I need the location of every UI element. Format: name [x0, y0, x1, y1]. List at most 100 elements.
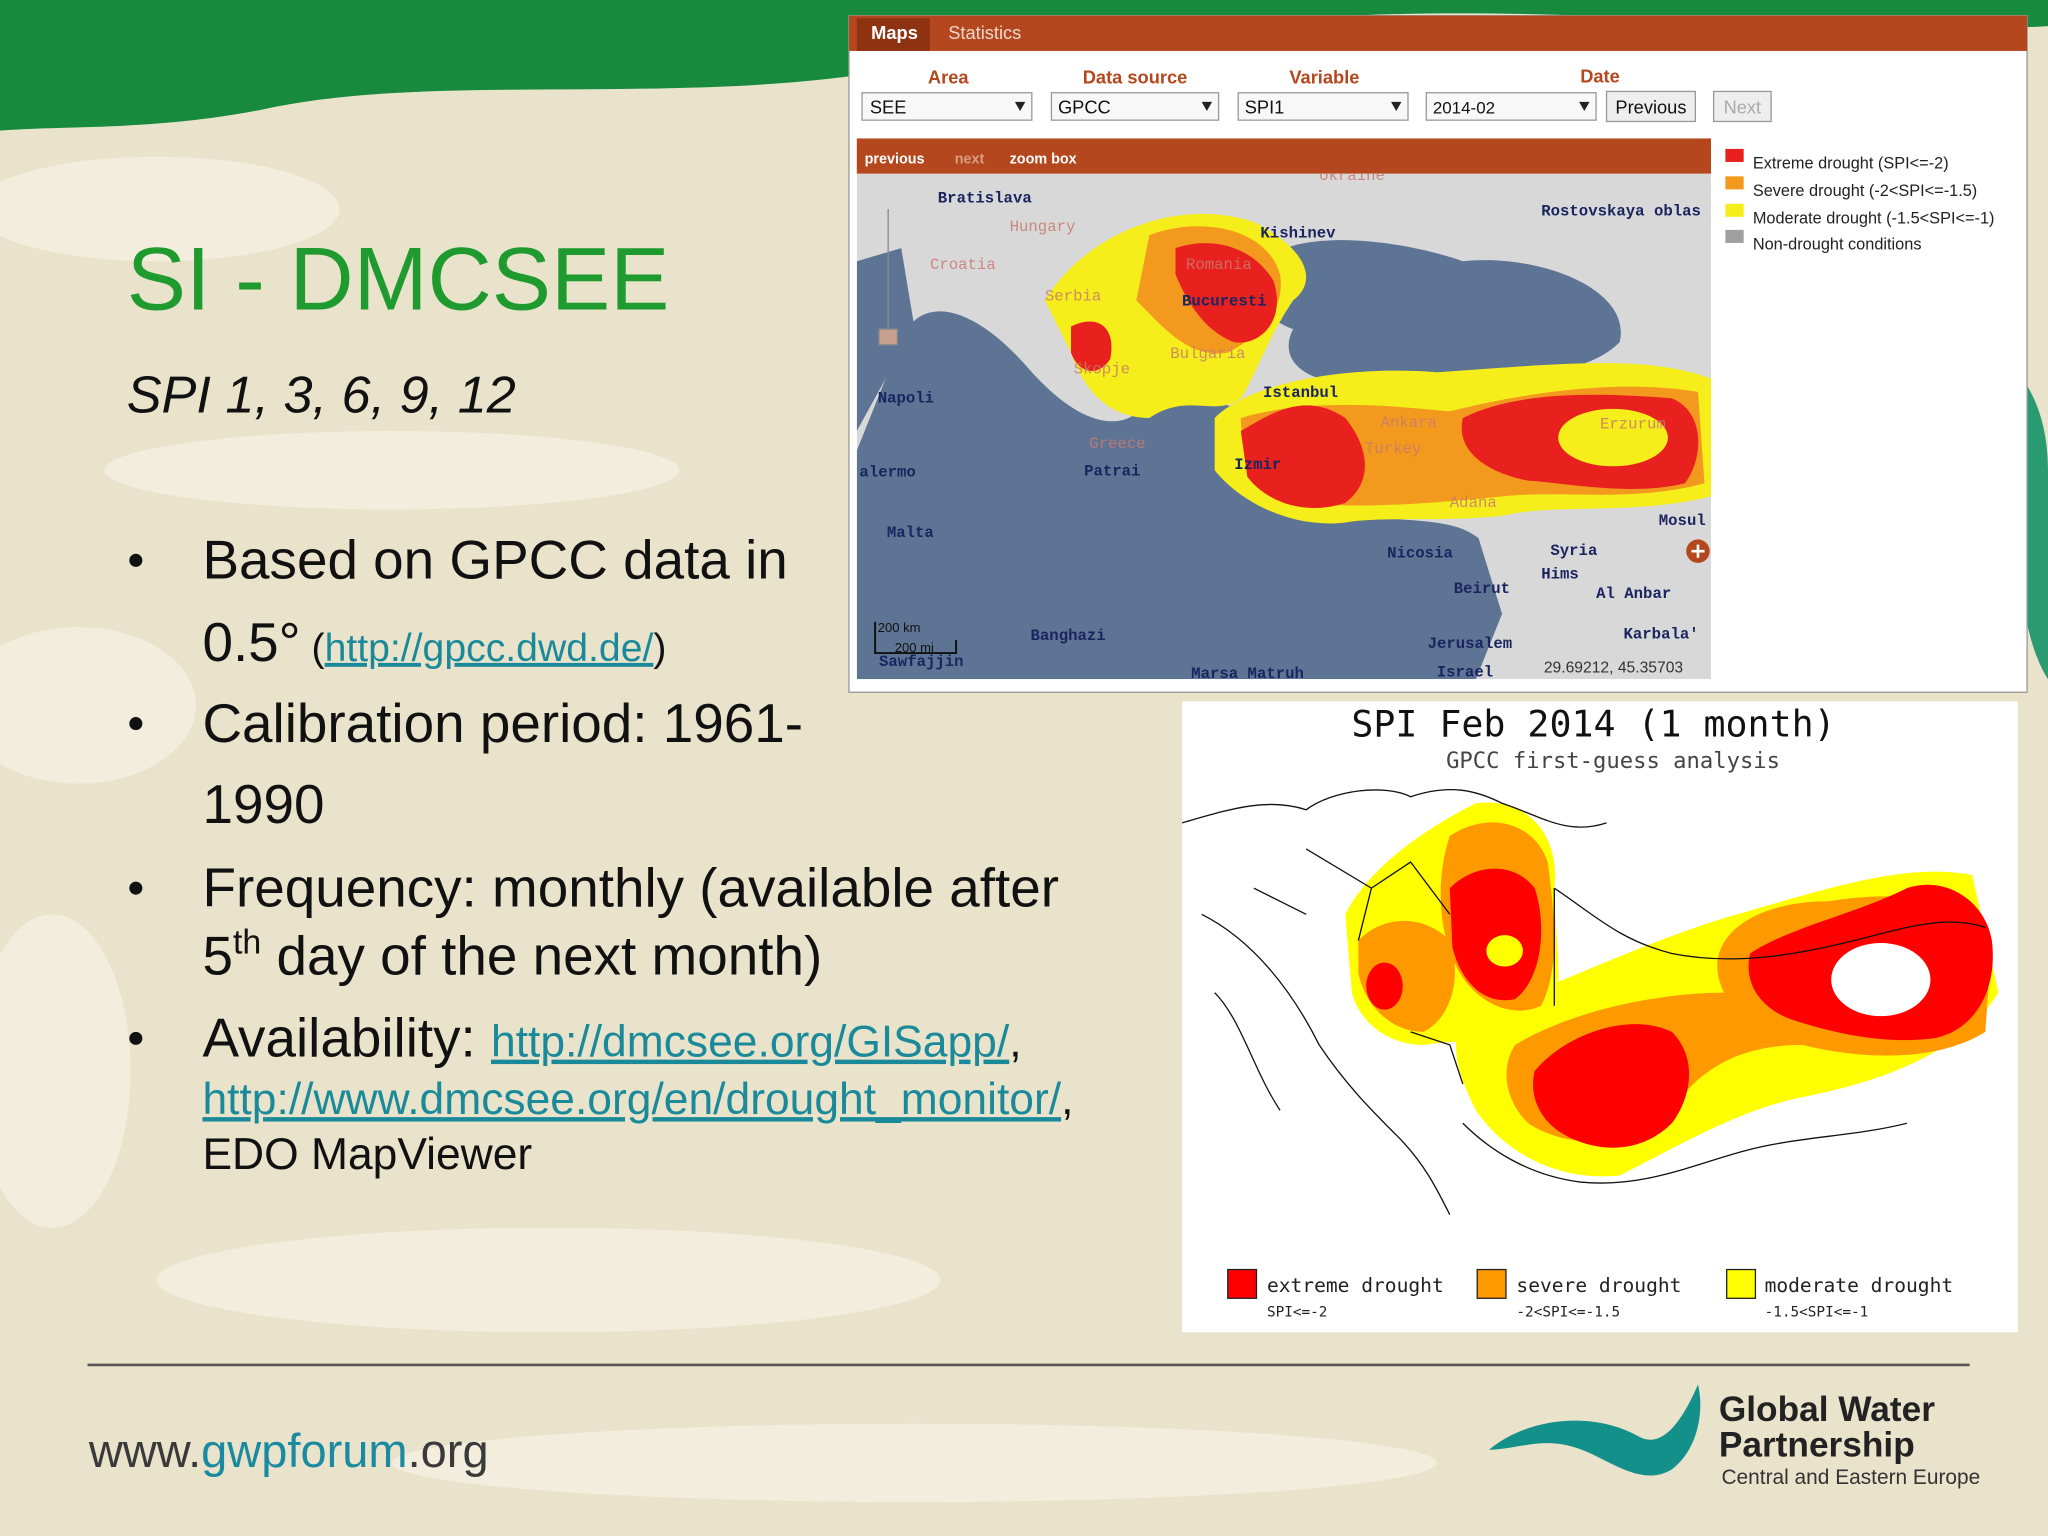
tab[interactable]: Maps — [871, 22, 918, 43]
group: SEE GPCC SPI1 2014-02 Previous Next — [870, 97, 1761, 118]
zoom-slider — [878, 208, 898, 346]
bullet-dot — [129, 553, 143, 567]
dropdown-arrow — [1391, 101, 1402, 112]
place-label: Adana — [1450, 494, 1497, 512]
tab[interactable]: Statistics — [948, 22, 1021, 43]
shape — [1305, 848, 1555, 1085]
place-label: Skopje — [1074, 361, 1130, 379]
legend-label: extreme drought — [1267, 1274, 1444, 1297]
place-label: Marsa Matruh — [1191, 665, 1304, 683]
place-label: Al Anbar — [1596, 585, 1671, 603]
place-label: Bulgaria — [1170, 345, 1245, 363]
drought-area — [1240, 405, 1365, 508]
bullet-line: Based on GPCC data in — [202, 529, 787, 591]
legend-swatch — [1725, 148, 1744, 162]
select[interactable] — [1237, 92, 1409, 121]
shape — [0, 914, 131, 1228]
bullet-line: 5th day of the next month) — [202, 923, 822, 986]
toolbar-button[interactable]: zoom box — [1010, 151, 1077, 167]
legend-range: -1.5<SPI<=-1 — [1765, 1305, 1869, 1321]
place-label: Izmir — [1234, 456, 1281, 474]
legend-range: -2<SPI<=-1.5 — [1516, 1305, 1620, 1321]
map: 200 km 200 mi Bratislava Hungary Croatia… — [856, 173, 1712, 683]
logo-swoosh — [1488, 1384, 1701, 1476]
dropdown-arrow — [1201, 101, 1213, 112]
select-value: SEE — [870, 97, 907, 118]
scale-label: 200 km — [878, 620, 921, 635]
tab-active — [856, 18, 930, 51]
map-viewer: Maps Statistics Area Data source Variabl… — [848, 15, 2028, 693]
shape — [878, 328, 898, 346]
legend-swatch — [1725, 176, 1744, 190]
place-label: Serbia — [1045, 287, 1101, 305]
place-label: Bucuresti — [1182, 293, 1267, 311]
bullet-dot — [129, 881, 143, 895]
select-value: 2014-02 — [1433, 99, 1495, 118]
shape — [1214, 887, 1307, 1111]
text: gwp — [201, 1424, 287, 1477]
select[interactable] — [1050, 92, 1220, 121]
legend-swatch — [1725, 203, 1744, 217]
shape — [1182, 788, 1607, 828]
legend-label: severe drought — [1516, 1274, 1681, 1297]
legend-swatch — [1726, 1268, 1757, 1299]
toolbar-button: next — [955, 151, 985, 167]
text: ) — [653, 627, 666, 670]
place-label: Hims — [1541, 566, 1579, 584]
place-label: Napoli — [878, 389, 934, 407]
button-label: Next — [1724, 97, 1762, 118]
toolbar — [856, 138, 1712, 174]
coordinates: 29.69212, 45.35703 — [1544, 660, 1684, 677]
no-drought — [1831, 943, 1931, 1017]
select[interactable] — [861, 92, 1033, 121]
field-label: Data source — [1083, 67, 1188, 88]
place-label: alermo — [859, 464, 915, 482]
legend-range: SPI<=-2 — [1267, 1305, 1328, 1321]
bullet-line: EDO MapViewer — [202, 1130, 532, 1179]
place-label: Erzurum — [1600, 415, 1666, 433]
text: 5 — [202, 924, 233, 986]
place-label: Karbala' — [1624, 626, 1699, 644]
link[interactable]: http://gpcc.dwd.de/ — [325, 627, 654, 670]
group: Area Data source Variable Date — [928, 65, 1620, 87]
shape — [856, 311, 1503, 680]
bullet-line: 0.5° (http://gpcc.dwd.de/) — [202, 611, 666, 673]
slide-title: SI - DMCSEE — [127, 230, 670, 329]
select[interactable] — [1425, 92, 1597, 121]
drought-area — [1533, 1024, 1690, 1148]
shape — [156, 1227, 941, 1333]
text: www. — [88, 1424, 201, 1477]
link[interactable]: http://dmcsee.org/GISapp/ — [491, 1018, 1010, 1067]
text: Based on GPCC data in — [202, 529, 787, 591]
place-label: Malta — [887, 524, 934, 542]
drought-area — [1486, 935, 1523, 967]
bullet-line: Calibration period: 1961- — [202, 692, 803, 754]
place-label: Ankara — [1381, 414, 1437, 432]
legend-swatch — [1476, 1268, 1507, 1299]
place-label: Rostovskaya oblas — [1541, 203, 1701, 221]
button-label[interactable]: Previous — [1615, 97, 1686, 118]
bullet-dot — [129, 1031, 143, 1045]
scale-label: 200 mi — [895, 640, 934, 655]
website: www.gwpforum.org — [88, 1424, 489, 1477]
place-label: Beirut — [1454, 580, 1510, 598]
toolbar-button[interactable]: previous — [865, 151, 925, 167]
sea — [856, 240, 1621, 680]
link[interactable]: http://www.dmcsee.org/en/drought_monitor… — [202, 1075, 1061, 1124]
text: .org — [408, 1424, 489, 1477]
legend-swatch — [1725, 229, 1744, 243]
button[interactable] — [1605, 90, 1696, 123]
drought-area — [1366, 962, 1403, 1010]
field-label: Area — [928, 67, 969, 88]
map — [1182, 788, 1999, 1215]
plus-icon — [1691, 544, 1705, 558]
text: , — [1009, 1018, 1021, 1067]
borders — [1182, 788, 1986, 1215]
logo-text: Global Water — [1719, 1390, 1935, 1429]
shape — [104, 431, 680, 510]
text: 0.5° — [202, 611, 300, 673]
shape — [391, 1423, 1437, 1503]
place-label: Syria — [1550, 542, 1597, 560]
